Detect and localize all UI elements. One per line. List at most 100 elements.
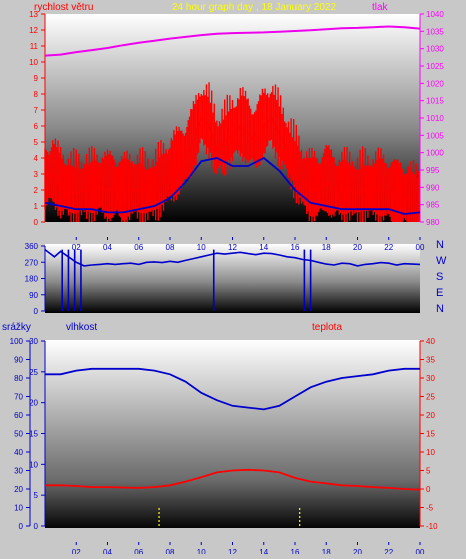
pressure-axis-tick-label: 1000: [426, 149, 444, 158]
humidity-panel-plot: [45, 340, 420, 528]
pressure-line: [44, 25, 421, 57]
x-tick-label: 12: [228, 243, 237, 252]
x-tick-label: 20: [353, 243, 362, 252]
x-tick-label: 12: [228, 548, 237, 554]
temperature-axis-tick-label: 10: [426, 448, 435, 457]
precip-axis-tick-label: 40: [14, 448, 23, 457]
compass-letter-s: S: [436, 271, 443, 283]
direction-axis-tick-label: 0: [34, 307, 39, 316]
humidity-axis-tick-label: 5: [34, 491, 39, 500]
x-tick-label: 02: [72, 548, 81, 554]
precip-axis-tick-label: 60: [14, 411, 23, 420]
precip-axis-tick-label: 0: [19, 522, 24, 531]
temperature-axis-tick-label: -10: [426, 522, 438, 531]
x-tick-label: 22: [384, 243, 393, 252]
x-tick-label: 04: [103, 548, 112, 554]
humidity-line: [45, 367, 420, 411]
wind-axis-tick-label: 9: [34, 74, 39, 83]
chart-marks: 0123456789101112139809859909951000100510…: [10, 10, 445, 557]
pressure-axis-tick-label: 1025: [426, 62, 444, 71]
pressure-axis-tick-label: 980: [426, 218, 440, 227]
temperature-axis-tick-label: 30: [426, 374, 435, 383]
humidity-axis-tick-label: 0: [34, 522, 39, 531]
x-tick-label: 18: [322, 548, 331, 554]
wind-direction-line: [44, 248, 421, 267]
pressure-axis-tick-label: 1020: [426, 79, 444, 88]
x-tick-label: 06: [134, 548, 143, 554]
wind-axis-tick-label: 13: [29, 10, 38, 19]
temperature-axis-tick-label: -5: [426, 504, 434, 513]
temperature-axis-tick-label: 35: [426, 356, 435, 365]
pressure-axis-tick-label: 1010: [426, 114, 444, 123]
compass-letter-n-bottom: N: [436, 303, 444, 315]
humidity-axis-tick-label: 10: [29, 460, 38, 469]
pressure-axis-tick-label: 1040: [426, 10, 444, 19]
humidity-axis-tick-label: 25: [29, 368, 38, 377]
wind-axis-tick-label: 4: [34, 154, 39, 163]
x-tick-label: 18: [322, 243, 331, 252]
precip-axis-tick-label: 100: [10, 337, 24, 346]
x-tick-label: 14: [259, 548, 268, 554]
pressure-axis-tick-label: 1015: [426, 97, 444, 106]
compass-letter-n-top: N: [436, 239, 444, 251]
humidity-label: vlhkost: [66, 322, 97, 333]
direction-axis-tick-label: 180: [25, 275, 39, 284]
compass-letter-e: E: [436, 287, 443, 299]
x-tick-label: 16: [291, 548, 300, 554]
temperature-line: [45, 468, 421, 491]
direction-axis-tick-label: 270: [25, 258, 39, 267]
humidity-axis-tick-label: 30: [29, 337, 38, 346]
temperature-axis-tick-label: 40: [426, 337, 435, 346]
wind-axis-tick-label: 10: [29, 58, 38, 67]
precip-axis-tick-label: 90: [14, 356, 23, 365]
wind-axis-tick-label: 5: [34, 138, 39, 147]
x-tick-label: 06: [134, 243, 143, 252]
direction-axis-tick-label: 360: [25, 242, 39, 251]
x-tick-label: 14: [259, 243, 268, 252]
pressure-label: tlak: [372, 2, 389, 13]
temperature-label: teplota: [312, 322, 342, 333]
wind-axis-tick-label: 3: [34, 170, 39, 179]
x-tick-label: 20: [353, 548, 362, 554]
x-tick-label: 10: [197, 548, 206, 554]
temperature-axis-tick-label: 20: [426, 411, 435, 420]
temperature-axis-tick-label: 25: [426, 393, 435, 402]
precip-axis-tick-label: 20: [14, 485, 23, 494]
wind-speed-line: [44, 116, 421, 207]
x-tick-label: 10: [197, 243, 206, 252]
wind-axis-tick-label: 11: [30, 42, 39, 51]
humidity-axis-tick-label: 20: [29, 399, 38, 408]
x-tick-label: 00: [416, 548, 425, 554]
wind-axis-tick-label: 0: [34, 218, 39, 227]
wind-axis-tick-label: 1: [34, 202, 39, 211]
x-tick-label: 00: [416, 243, 425, 252]
temperature-axis-tick-label: 15: [426, 430, 435, 439]
x-tick-label: 08: [166, 243, 175, 252]
pressure-axis-tick-label: 1030: [426, 45, 444, 54]
x-tick-label: 04: [103, 243, 112, 252]
direction-axis-tick-label: 90: [29, 291, 38, 300]
temperature-axis-tick-label: 5: [426, 467, 431, 476]
precip-axis-tick-label: 10: [14, 504, 23, 513]
wind-axis-tick-label: 7: [34, 106, 39, 115]
precip-axis-tick-label: 30: [14, 467, 23, 476]
x-tick-label: 02: [72, 243, 81, 252]
wind-min-line: [44, 156, 421, 215]
x-tick-label: 08: [166, 548, 175, 554]
humidity-axis-tick-label: 15: [29, 430, 38, 439]
wind-speed-label: rychlost větru: [34, 2, 93, 13]
precip-label: srážky: [2, 322, 31, 333]
x-tick-label: 16: [291, 243, 300, 252]
wind-axis-tick-label: 2: [34, 186, 39, 195]
pressure-axis-tick-label: 1005: [426, 131, 444, 140]
pressure-axis-tick-label: 1035: [426, 27, 444, 36]
wind-axis-tick-label: 8: [34, 90, 39, 99]
pressure-axis-tick-label: 995: [426, 166, 440, 175]
pressure-axis-tick-label: 990: [426, 183, 440, 192]
temperature-axis-tick-label: 0: [426, 485, 431, 494]
precip-axis-tick-label: 50: [14, 430, 23, 439]
x-tick-label: 22: [384, 548, 393, 554]
precip-axis-tick-label: 70: [14, 393, 23, 402]
